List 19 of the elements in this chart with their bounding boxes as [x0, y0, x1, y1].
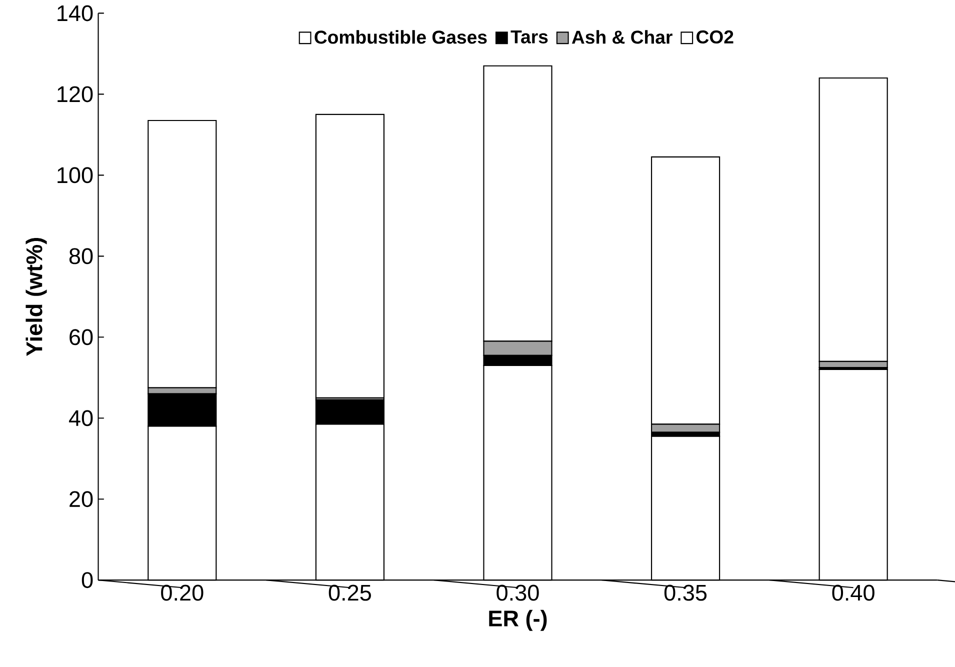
legend-label: Ash & Char — [572, 30, 672, 44]
y-tick-label: 0 — [82, 572, 93, 588]
y-axis-title: Yield (wt%) — [26, 238, 47, 356]
legend-label: CO2 — [696, 30, 734, 44]
legend-label: Combustible Gases — [314, 30, 487, 44]
x-tick-label: 0.25 — [328, 584, 371, 601]
x-axis-title: ER (-) — [489, 610, 547, 631]
legend-label: Tars — [510, 30, 548, 44]
x-tick-label: 0.30 — [496, 584, 539, 601]
y-tick-label: 20 — [70, 491, 93, 508]
x-tick-label: 0.40 — [832, 584, 874, 601]
x-tick-label: 0.20 — [161, 584, 204, 601]
y-tick-label: 100 — [58, 167, 93, 184]
y-tick-label: 120 — [58, 86, 93, 102]
y-tick-label: 80 — [69, 248, 93, 264]
y-tick-label: 60 — [70, 329, 93, 346]
x-tick-label: 0.35 — [664, 584, 707, 601]
y-tick-label: 140 — [58, 5, 93, 22]
y-tick-label: 40 — [68, 410, 93, 426]
